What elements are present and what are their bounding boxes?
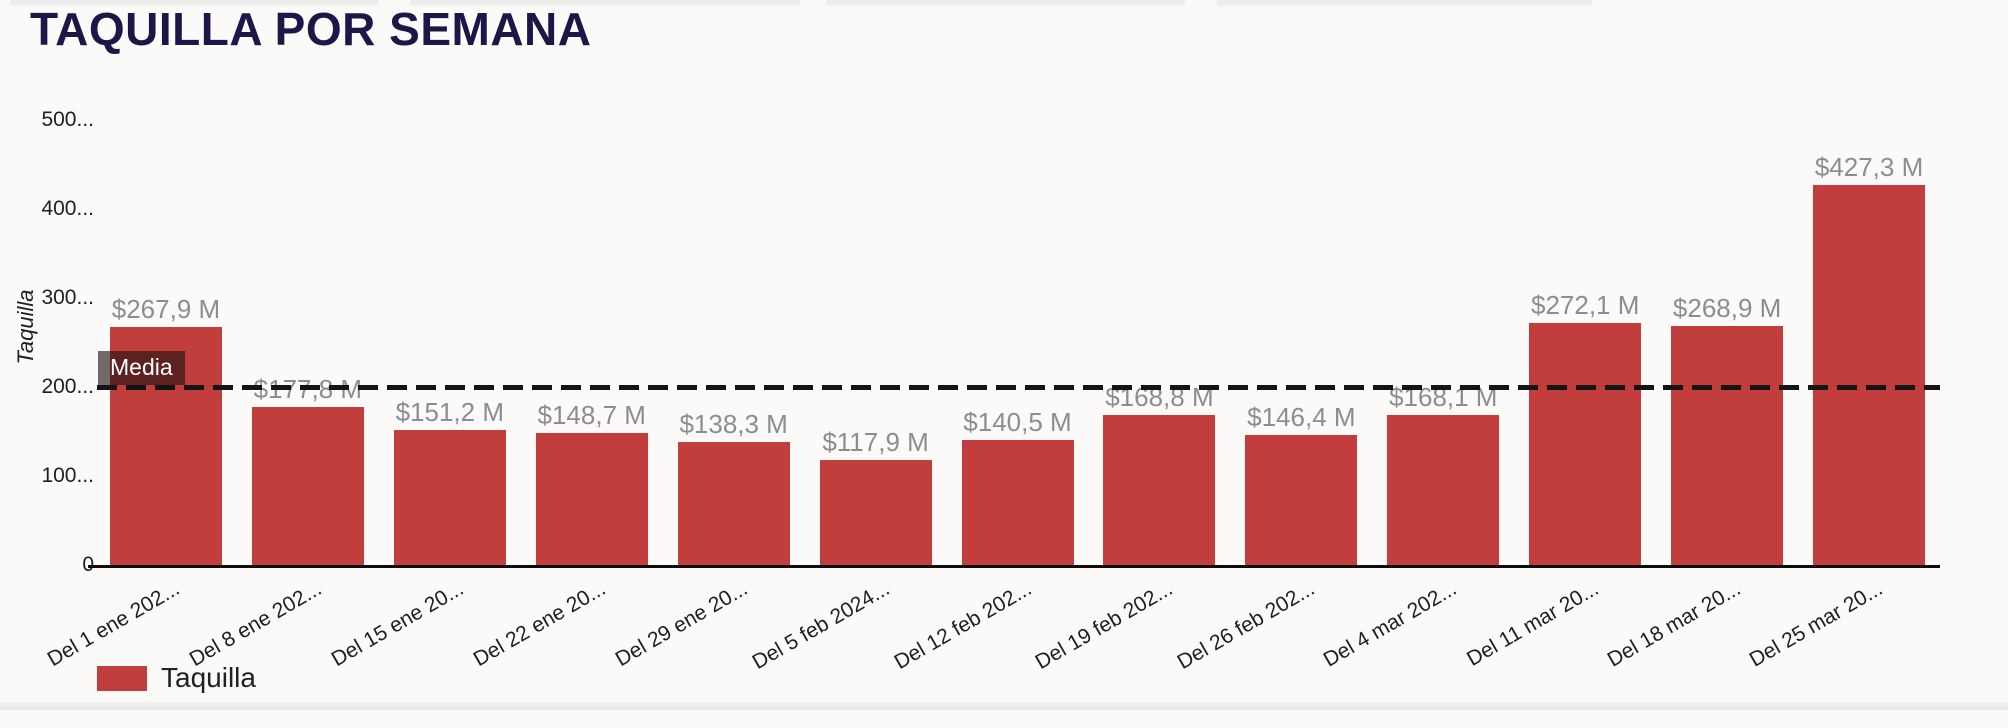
card-above-edge — [410, 0, 800, 4]
legend-label: Taquilla — [161, 662, 256, 693]
bar-value-label: $151,2 M — [395, 397, 504, 428]
bar[interactable] — [535, 432, 648, 565]
bar-value-label: $117,9 M — [822, 427, 929, 458]
bar-value-label: $268,9 M — [1672, 292, 1782, 323]
y-tick-label: 100... — [41, 464, 94, 487]
plot-area: $267,9 M$177,8 M$151,2 M$148,7 M$138,3 M… — [44, 0, 1940, 710]
card-above-edge — [826, 0, 1185, 4]
legend[interactable]: Taquilla — [97, 662, 256, 694]
bar-value-label: $272,1 M — [1530, 289, 1640, 320]
bar[interactable] — [1671, 325, 1784, 565]
x-axis-line — [88, 565, 1940, 568]
bar[interactable] — [677, 441, 790, 565]
bar[interactable] — [961, 439, 1074, 565]
bar-value-label: $140,5 M — [963, 406, 1072, 437]
y-tick-label: 200... — [41, 375, 94, 398]
bar[interactable] — [1245, 434, 1358, 565]
bar-value-label: $427,3 M — [1814, 151, 1924, 182]
bar-value-label: $148,7 M — [537, 399, 646, 430]
y-tick-label: 400... — [41, 197, 94, 220]
legend-swatch — [97, 665, 147, 691]
bar[interactable] — [1813, 184, 1926, 565]
card-above-edge — [1217, 0, 1592, 4]
bar-value-label: $138,3 M — [679, 408, 788, 439]
bar[interactable] — [1387, 415, 1500, 565]
dashboard-canvas: TAQUILLA POR SEMANA Taquilla 0 100... 200.… — [0, 0, 2008, 710]
y-tick-label: 0 — [0, 552, 94, 578]
bar-value-label: $267,9 M — [111, 293, 221, 324]
card-above-edge — [10, 0, 378, 4]
bar[interactable] — [819, 460, 932, 565]
bar[interactable] — [1529, 322, 1642, 565]
mean-line-label[interactable]: Media — [98, 351, 185, 386]
card-below-edge — [0, 702, 2008, 710]
y-tick-label: 300... — [41, 286, 94, 309]
bar-value-label: $146,4 M — [1247, 401, 1356, 432]
bar[interactable] — [251, 406, 364, 565]
chart-title: TAQUILLA POR SEMANA — [30, 3, 592, 55]
mean-line — [97, 385, 1940, 391]
bar[interactable] — [1103, 414, 1216, 565]
bar[interactable] — [393, 430, 506, 565]
y-tick-label: 500... — [41, 108, 94, 131]
